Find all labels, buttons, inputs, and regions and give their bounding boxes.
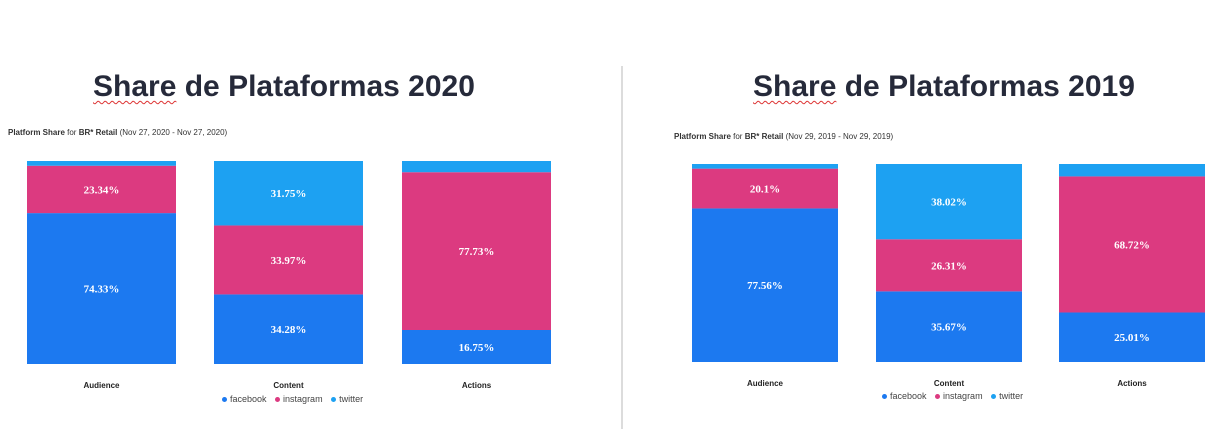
- bar-segment-facebook-actions[interactable]: [402, 330, 551, 364]
- bar-segment-facebook-content[interactable]: [876, 291, 1022, 362]
- panel-divider: [621, 66, 623, 429]
- subtitle-range: (Nov 27, 2020 - Nov 27, 2020): [117, 128, 228, 137]
- title-word: Share: [753, 70, 837, 103]
- data-label-twitter-content: 31.75%: [271, 188, 307, 200]
- legend-dot-icon: [222, 397, 227, 403]
- legend-item-facebook[interactable]: facebook: [882, 391, 927, 401]
- category-label-actions: Actions: [462, 381, 492, 390]
- bar-segment-instagram-content[interactable]: [876, 239, 1022, 292]
- legend-label: instagram: [943, 391, 983, 401]
- data-label-facebook-content: 34.28%: [271, 324, 307, 336]
- subtitle-metric: Platform Share: [674, 132, 731, 141]
- data-label-facebook-audience: 74.33%: [84, 284, 120, 296]
- panel-2020: Share de Plataformas 2020 Platform Share…: [8, 70, 551, 404]
- legend-label: facebook: [890, 391, 927, 401]
- data-label-facebook-actions: 25.01%: [1114, 332, 1150, 344]
- chart-subtitle: Platform Share for BR* Retail (Nov 27, 2…: [8, 128, 227, 137]
- bar-segment-instagram-content[interactable]: [214, 225, 363, 295]
- panel-title: Share de Plataformas 2020: [93, 70, 475, 104]
- bar-segment-facebook-audience[interactable]: [27, 213, 176, 364]
- stacked-bar-chart-2019: 77.56% 20.1% Audience 35.67% 26.31% 38.02% Con…: [692, 164, 1205, 388]
- title-rest: de Plataformas 2019: [836, 70, 1135, 103]
- legend-item-instagram[interactable]: instagram: [275, 394, 323, 404]
- category-label-content: Content: [273, 381, 304, 390]
- panel-2019: Share de Plataformas 2019 Platform Share…: [624, 0, 1228, 429]
- bar-segment-twitter-audience[interactable]: [27, 161, 176, 166]
- subtitle-brand: BR* Retail: [744, 132, 784, 141]
- bar-segment-instagram-actions[interactable]: [1059, 176, 1205, 313]
- title-rest: de Plataformas 2020: [176, 70, 475, 103]
- bar-segment-instagram-actions[interactable]: [402, 172, 551, 330]
- legend-item-twitter[interactable]: twitter: [331, 394, 363, 404]
- bar-segment-twitter-content[interactable]: [214, 161, 363, 226]
- chart-legend: facebook instagram twitter: [882, 391, 1029, 401]
- data-label-instagram-audience: 20.1%: [750, 184, 780, 196]
- category-label-audience: Audience: [747, 379, 784, 388]
- data-label-instagram-actions: 77.73%: [459, 246, 495, 258]
- title-word: Share: [93, 70, 177, 103]
- legend-dot-icon: [331, 397, 337, 403]
- legend-dot-icon: [882, 394, 887, 400]
- data-label-twitter-content: 38.02%: [931, 197, 967, 209]
- subtitle-range: (Nov 29, 2019 - Nov 29, 2019): [783, 132, 894, 141]
- stacked-bar-chart-2020: 74.33% 23.34% Audience 34.28% 33.97% 31.75% Co…: [27, 161, 551, 390]
- bar-segment-twitter-content[interactable]: [876, 164, 1022, 240]
- category-label-audience: Audience: [83, 381, 120, 390]
- chart-subtitle: Platform Share for BR* Retail (Nov 29, 2…: [674, 132, 893, 141]
- chart-legend: facebook instagram twitter: [222, 394, 369, 404]
- category-label-actions: Actions: [1117, 379, 1147, 388]
- legend-dot-icon: [275, 397, 281, 403]
- bar-segment-twitter-actions[interactable]: [1059, 164, 1205, 177]
- legend-label: instagram: [283, 394, 323, 404]
- bar-segment-facebook-actions[interactable]: [1059, 312, 1205, 362]
- legend-label: facebook: [230, 394, 267, 404]
- legend-item-twitter[interactable]: twitter: [991, 391, 1023, 401]
- legend-label: twitter: [999, 391, 1024, 401]
- data-label-instagram-audience: 23.34%: [84, 184, 120, 196]
- subtitle-for: for: [64, 128, 79, 137]
- legend-item-facebook[interactable]: facebook: [222, 394, 267, 404]
- bar-segment-twitter-audience[interactable]: [692, 164, 838, 169]
- data-label-facebook-content: 35.67%: [931, 322, 967, 334]
- panel-title: Share de Plataformas 2019: [753, 70, 1135, 104]
- data-label-instagram-content: 33.97%: [271, 255, 307, 267]
- legend-label: twitter: [339, 394, 364, 404]
- legend-dot-icon: [935, 394, 941, 400]
- data-label-facebook-audience: 77.56%: [747, 280, 783, 292]
- bar-segment-twitter-actions[interactable]: [402, 161, 551, 173]
- data-label-instagram-actions: 68.72%: [1114, 239, 1150, 251]
- bar-segment-instagram-audience[interactable]: [692, 168, 838, 209]
- legend-dot-icon: [991, 394, 997, 400]
- bar-segment-facebook-content[interactable]: [214, 294, 363, 364]
- subtitle-metric: Platform Share: [8, 128, 65, 137]
- data-label-instagram-content: 26.31%: [931, 260, 967, 272]
- bar-segment-facebook-audience[interactable]: [692, 208, 838, 362]
- data-label-facebook-actions: 16.75%: [459, 342, 495, 354]
- subtitle-brand: BR* Retail: [78, 128, 118, 137]
- legend-item-instagram[interactable]: instagram: [935, 391, 983, 401]
- category-label-content: Content: [934, 379, 965, 388]
- bar-segment-instagram-audience[interactable]: [27, 165, 176, 214]
- subtitle-for: for: [730, 132, 745, 141]
